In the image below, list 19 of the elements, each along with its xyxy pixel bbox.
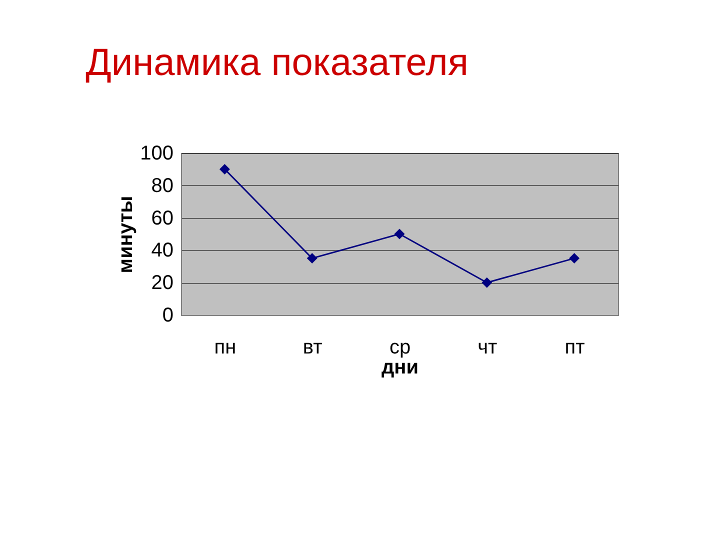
y-tick-label: 0	[162, 304, 174, 326]
x-tick-label: вт	[302, 336, 322, 358]
x-tick-label: пт	[564, 336, 585, 358]
y-tick-label: 80	[151, 174, 174, 197]
x-tick-label: ср	[389, 336, 411, 358]
y-tick-label: 40	[151, 240, 174, 262]
y-tick-label: 100	[140, 142, 174, 164]
x-tick-label: чт	[478, 336, 498, 358]
x-tick-label: пн	[214, 336, 236, 358]
point	[482, 277, 492, 288]
point	[569, 253, 580, 264]
chart-title: Динамика показателя	[86, 42, 468, 84]
point	[219, 164, 230, 174]
y-tick-label: 20	[151, 272, 174, 294]
y-axis-title: минуты	[115, 196, 138, 274]
y-tick-label: 60	[151, 207, 174, 230]
point	[306, 253, 318, 264]
point	[394, 228, 405, 240]
x-axis-title: дни	[381, 356, 419, 378]
